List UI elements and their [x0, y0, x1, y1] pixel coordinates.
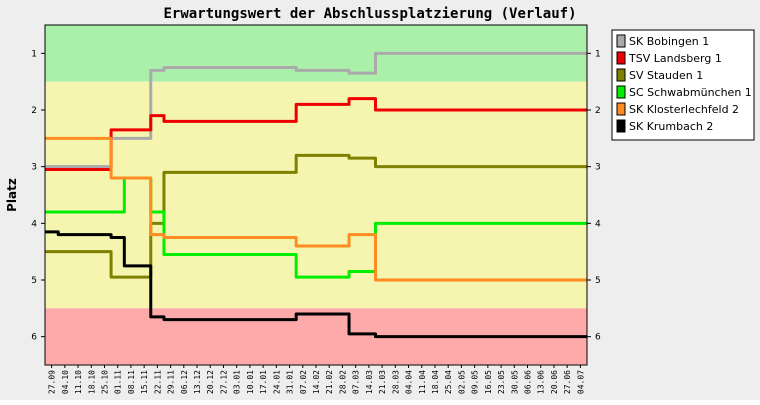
y-tick-label-right: 4: [595, 219, 601, 229]
x-tick-label: 20.12: [206, 370, 215, 394]
legend-swatch: [616, 119, 626, 133]
x-tick-label: 08.11: [127, 370, 136, 394]
x-tick-label: 28.03: [391, 370, 400, 394]
x-tick-label: 14.02: [312, 370, 321, 394]
series-line-2: [45, 153, 587, 279]
x-tick-label: 06.06: [524, 370, 533, 394]
x-tick-label: 11.04: [418, 370, 427, 394]
legend-swatch: [616, 34, 626, 48]
x-tick-label: 07.03: [352, 370, 361, 394]
x-tick-label: 06.12: [180, 370, 189, 394]
legend-label: SK Bobingen 1: [629, 35, 709, 48]
y-tick-label-left: 2: [31, 106, 37, 116]
chart-title: Erwartungswert der Abschlussplatzierung …: [163, 6, 576, 22]
x-axis-ticks: 27.09 04.10 11.10 18.10 25.10 01.11 08.11 15.11…: [48, 365, 585, 394]
x-tick-label: 01.11: [114, 370, 123, 394]
legend-swatch: [616, 85, 626, 99]
x-tick-label: 20.06: [550, 370, 559, 394]
x-tick-label: 31.01: [286, 370, 295, 394]
x-tick-label: 21.03: [378, 370, 387, 394]
x-tick-label: 15.11: [140, 370, 149, 394]
x-tick-label: 27.06: [563, 370, 572, 394]
y-tick-label-right: 3: [595, 163, 601, 173]
y-tick-label-left: 3: [31, 163, 37, 173]
x-tick-label: 25.04: [444, 370, 453, 394]
y-tick-label-left: 6: [31, 333, 37, 343]
x-tick-label: 09.05: [471, 370, 480, 394]
x-tick-label: 18.10: [87, 370, 96, 394]
x-tick-label: 02.05: [457, 370, 466, 394]
background-bands: [45, 25, 587, 365]
x-tick-label: 10.01: [246, 370, 255, 394]
x-tick-label: 11.10: [74, 370, 83, 394]
x-tick-label: 13.12: [193, 370, 202, 394]
y-axis-ticks: 1 1 2 2 3 3 4 4 5 5 6 6: [31, 49, 601, 342]
series-line-1: [45, 97, 587, 171]
x-tick-label: 27.12: [219, 370, 228, 394]
x-tick-label: 22.11: [153, 370, 162, 394]
y-tick-label-right: 5: [595, 276, 601, 286]
x-tick-label: 18.04: [431, 370, 440, 394]
x-tick-label: 28.02: [338, 370, 347, 394]
x-tick-label: 16.05: [484, 370, 493, 394]
legend-swatch: [616, 102, 626, 116]
legend-label: SV Stauden 1: [629, 69, 703, 82]
x-tick-label: 27.09: [48, 370, 57, 394]
x-tick-label: 21.02: [325, 370, 334, 394]
x-tick-label: 24.01: [272, 370, 281, 394]
x-tick-label: 23.05: [497, 370, 506, 394]
y-tick-label-right: 6: [595, 333, 601, 343]
x-tick-label: 30.05: [510, 370, 519, 394]
series-lines: [45, 51, 587, 339]
legend-box: [611, 29, 755, 141]
legend-label: SK Klosterlechfeld 2: [629, 103, 739, 116]
series-line-5: [45, 230, 587, 339]
x-tick-label: 29.11: [167, 370, 176, 394]
y-tick-label-left: 1: [31, 49, 37, 59]
y-tick-label-left: 5: [31, 276, 37, 286]
series-line-0: [45, 51, 587, 169]
x-tick-label: 25.10: [100, 370, 109, 394]
y-tick-label-right: 1: [595, 49, 601, 59]
legend: SK Bobingen 1 TSV Landsberg 1 SV Stauden 1…: [611, 29, 755, 141]
legend-label: TSV Landsberg 1: [628, 52, 722, 65]
y-tick-label-right: 2: [595, 106, 601, 116]
legend-swatch: [616, 51, 626, 65]
band-1: [45, 81, 587, 309]
y-axis-label: Platz: [5, 178, 19, 212]
x-tick-label: 17.01: [259, 370, 268, 394]
legend-label: SC Schwabmünchen 1: [629, 86, 752, 99]
x-tick-label: 04.10: [61, 370, 70, 394]
y-tick-label-left: 4: [31, 219, 37, 229]
x-tick-label: 07.02: [299, 370, 308, 394]
series-line-4: [45, 136, 587, 282]
legend-swatch: [616, 68, 626, 82]
x-tick-label: 04.07: [576, 370, 585, 394]
x-tick-label: 13.06: [537, 370, 546, 394]
x-tick-label: 03.01: [233, 370, 242, 394]
x-tick-label: 04.04: [405, 370, 414, 394]
legend-label: SK Krumbach 2: [629, 120, 713, 133]
x-tick-label: 14.03: [365, 370, 374, 394]
